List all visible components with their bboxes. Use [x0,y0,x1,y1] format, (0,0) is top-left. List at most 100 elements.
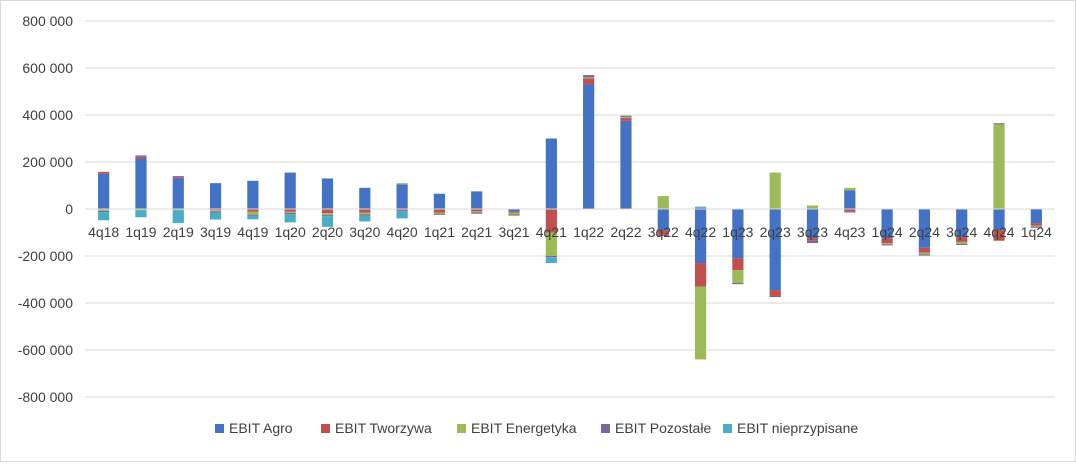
bar-segment [396,210,408,212]
bar-segment [657,230,669,235]
bar-segment [471,212,483,214]
bars [98,75,1042,360]
x-tick-label: 1q22 [573,224,604,240]
bar-segment [694,263,707,287]
x-tick-label: 4q23 [834,224,865,240]
bar-segment [844,187,856,191]
bar-segment [956,241,968,244]
bar-segment [657,196,669,209]
x-tick-label: 4q22 [685,224,716,240]
bar-segment [769,172,781,209]
bar-segment [321,216,334,227]
bar-segment [135,155,147,157]
bar-segment [247,209,259,212]
bar-segment [620,116,632,119]
x-tick-label: 2q20 [312,224,343,240]
x-tick-label: 4q20 [387,224,418,240]
bar-segment [98,212,110,221]
x-tick-label: 1q24 [1021,224,1052,240]
y-tick-label: 0 [65,201,73,217]
bar-segment [98,173,110,209]
bar-segment [993,230,1005,241]
bar-segment [284,211,296,213]
bar-segment [98,171,110,174]
bar-segment [135,210,147,218]
bar-segment [209,209,222,211]
x-tick-label: 2q24 [909,224,940,240]
bar-segment [918,252,931,255]
bar-segment [359,215,371,222]
bar-segment [769,295,781,298]
bar-segment [396,211,408,219]
y-tick-label: -200 000 [18,248,73,264]
bar-segment [545,257,557,264]
bar-segment [918,247,931,253]
legend: EBIT Agro EBIT Tworzywa EBIT Energetyka EBI… [215,420,858,436]
x-tick-label: 2q23 [760,224,791,240]
bar-segment [247,180,259,209]
bar-segment [172,176,184,178]
bar-segment [135,156,147,159]
y-tick-label: 200 000 [22,154,73,170]
x-tick-label: 1q23 [722,224,753,240]
bar-segment [583,84,595,209]
bar-segment [732,209,744,259]
legend-label: EBIT nieprzypisane [737,420,858,436]
bar-segment [881,244,893,246]
bar-segment [769,290,781,296]
legend-swatch [601,424,610,433]
bar-segment [508,209,520,212]
bar-segment [806,240,819,244]
legend-label: EBIT Pozostałe [615,420,711,436]
bar-segment [172,210,184,224]
bar-segment [732,270,744,284]
bar-segment [732,258,744,271]
bar-segment [956,209,968,238]
bar-segment [806,238,819,241]
x-tick-label: 3q21 [498,224,529,240]
bar-segment [583,77,595,79]
bar-segment [620,115,632,117]
bar-segment [247,211,259,215]
bar-segment [508,212,520,215]
bar-segment [620,120,632,209]
legend-swatch [215,424,224,433]
bar-segment [284,212,296,215]
bar-segment [209,210,222,212]
legend-label: EBIT Energetyka [471,420,577,436]
bar-segment [396,184,408,209]
bar-segment [396,209,408,211]
bar-segment [657,209,669,231]
y-tick-label: 600 000 [22,60,73,76]
bar-segment [844,190,856,209]
x-tick-label: 2q22 [610,224,641,240]
bar-segment [396,183,408,185]
x-tick-label: 3q20 [349,224,380,240]
bar-segment [98,210,110,213]
bar-segment [545,138,557,209]
bar-segment [732,283,744,285]
bar-segment [433,212,446,214]
bar-segment [918,209,931,248]
x-tick-label: 3q24 [946,224,977,240]
bar-segment [321,178,334,209]
bar-segment [135,209,147,211]
y-axis-tick-labels: 800 000 600 000 400 000 200 000 0 -200 000 -40… [18,13,73,405]
bar-segment [247,214,259,216]
bar-segment [359,212,371,215]
x-tick-label: 3q22 [648,224,679,240]
bar-segment [1030,223,1042,226]
x-tick-label: 4q18 [88,224,119,240]
y-tick-label: -800 000 [18,389,73,405]
legend-label: EBIT Agro [229,420,293,436]
legend-swatch [457,424,466,433]
legend-swatch [321,424,330,433]
bar-segment [583,78,595,85]
bar-segment [956,237,968,242]
bar-segment [844,211,856,213]
bar-segment [881,209,893,239]
bar-segment [321,215,334,217]
bar-segment [209,211,222,213]
bar-segment [359,214,371,216]
legend-swatch [723,424,732,433]
